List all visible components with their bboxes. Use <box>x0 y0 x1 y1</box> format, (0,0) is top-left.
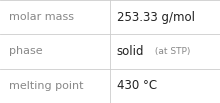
Text: (at STP): (at STP) <box>152 47 191 56</box>
Text: phase: phase <box>9 46 42 57</box>
Text: 253.33 g/mol: 253.33 g/mol <box>117 11 195 24</box>
Text: melting point: melting point <box>9 81 83 91</box>
Text: molar mass: molar mass <box>9 12 74 22</box>
Text: solid: solid <box>117 45 144 58</box>
Text: 430 °C: 430 °C <box>117 79 157 92</box>
